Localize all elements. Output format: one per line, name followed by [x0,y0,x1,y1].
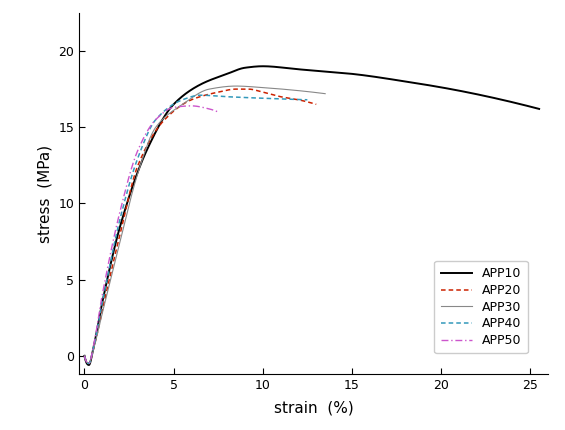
Legend: APP10, APP20, APP30, APP40, APP50: APP10, APP20, APP30, APP40, APP50 [434,261,528,353]
Y-axis label: stress  (MPa): stress (MPa) [38,144,53,243]
X-axis label: strain  (%): strain (%) [273,400,354,415]
